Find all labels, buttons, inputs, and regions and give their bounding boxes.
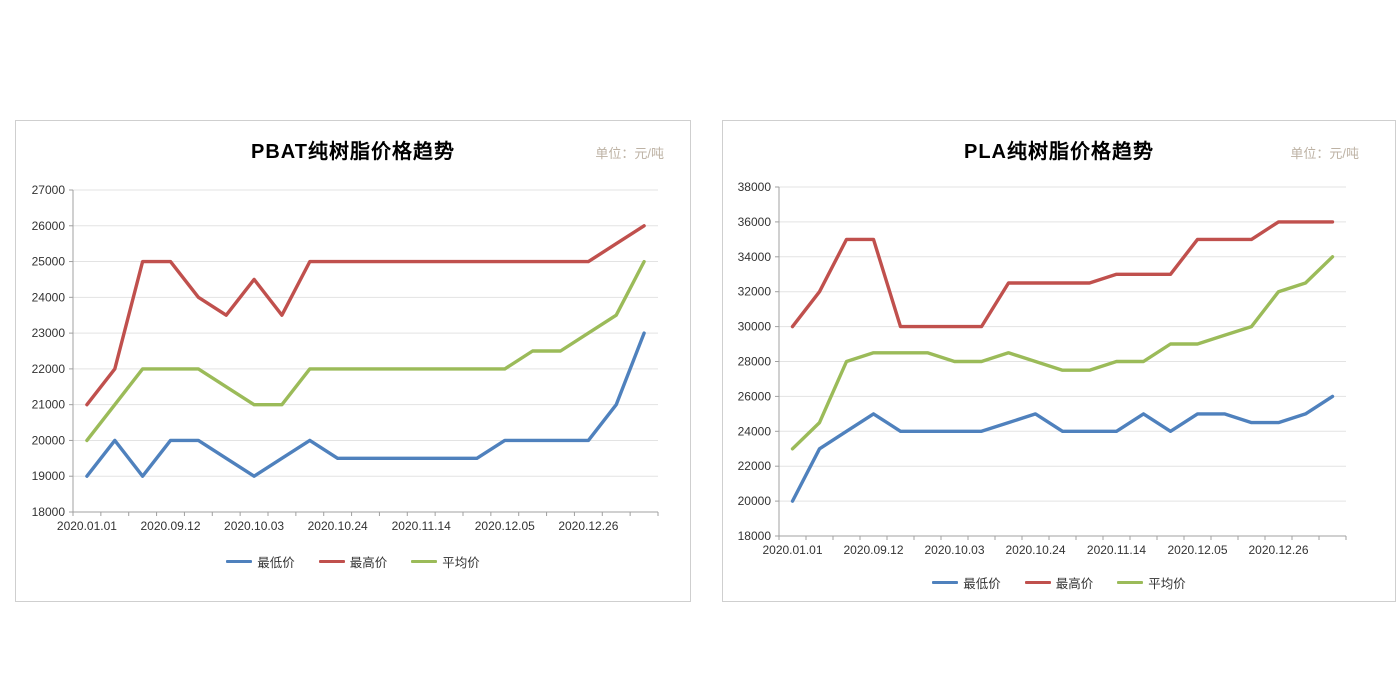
y-tick-label: 19000 bbox=[32, 469, 66, 483]
y-tick-label: 26000 bbox=[32, 219, 66, 233]
y-tick-label: 22000 bbox=[32, 362, 66, 376]
legend-label: 最高价 bbox=[1055, 577, 1094, 591]
y-tick-label: 28000 bbox=[738, 355, 772, 369]
legend-item: 平均价 bbox=[411, 552, 480, 571]
legend-item: 平均价 bbox=[1117, 573, 1186, 592]
legend-marker bbox=[1024, 580, 1051, 585]
legend-item: 最高价 bbox=[1024, 573, 1094, 592]
axes bbox=[775, 186, 1347, 540]
x-tick-label: 2020.10.24 bbox=[1005, 543, 1065, 557]
y-tick-label: 18000 bbox=[738, 529, 772, 543]
legend-label: 最低价 bbox=[963, 577, 1001, 591]
legend-item: 最低价 bbox=[226, 552, 295, 571]
y-tick-label: 26000 bbox=[738, 389, 772, 403]
y-tick-label: 24000 bbox=[32, 290, 66, 304]
y-tick-label: 30000 bbox=[738, 320, 772, 334]
chart-legend-pla: 最低价 最高价 平均价 bbox=[723, 573, 1395, 592]
x-tick-label: 2020.11.14 bbox=[392, 519, 451, 533]
y-tick-label: 20000 bbox=[32, 433, 66, 447]
legend-label: 最高价 bbox=[349, 556, 388, 570]
y-tick-label: 21000 bbox=[32, 398, 66, 412]
series-line-1 bbox=[85, 224, 646, 407]
line-chart-pbat: 18000 19000 20000 21000 22000 23000 24000 25000… bbox=[32, 183, 659, 533]
x-tick-label: 2020.12.05 bbox=[475, 519, 535, 533]
chart-legend-pbat: 最低价 最高价 平均价 bbox=[16, 552, 690, 571]
x-tick-label: 2020.12.26 bbox=[558, 519, 618, 533]
y-tick-label: 24000 bbox=[738, 424, 772, 438]
axis-labels: 18000 19000 20000 21000 22000 23000 24000 25000… bbox=[32, 183, 619, 533]
x-tick-label: 2020.01.01 bbox=[57, 519, 117, 533]
legend-label: 平均价 bbox=[442, 556, 480, 570]
chart-title-pla: PLA纯树脂价格趋势 bbox=[964, 141, 1154, 163]
axis-labels: 18000 20000 22000 24000 26000 28000 30000 32000… bbox=[738, 180, 1309, 557]
y-tick-label: 27000 bbox=[32, 183, 66, 197]
legend-marker bbox=[318, 559, 345, 564]
x-tick-label: 2020.09.12 bbox=[843, 543, 903, 557]
x-tick-label: 2020.10.03 bbox=[924, 543, 984, 557]
legend-marker bbox=[226, 559, 253, 564]
chart-panel-pla: PLA纯树脂价格趋势 单位：元/吨 18000 20000 22000 24000 26… bbox=[722, 120, 1396, 602]
series-line-1 bbox=[790, 220, 1335, 329]
gridlines bbox=[73, 189, 658, 477]
y-tick-label: 25000 bbox=[32, 255, 66, 269]
axes bbox=[69, 189, 659, 516]
y-tick-label: 32000 bbox=[738, 285, 772, 299]
x-tick-label: 2020.11.14 bbox=[1087, 543, 1146, 557]
x-tick-label: 2020.12.26 bbox=[1248, 543, 1308, 557]
y-tick-label: 22000 bbox=[738, 459, 772, 473]
series-line-0 bbox=[790, 394, 1335, 503]
gridlines bbox=[779, 186, 1346, 502]
unit-label: 单位：元/吨 bbox=[595, 146, 664, 161]
line-chart-pla: 18000 20000 22000 24000 26000 28000 30000 32000… bbox=[738, 180, 1347, 557]
x-tick-label: 2020.10.24 bbox=[308, 519, 368, 533]
legend-marker bbox=[411, 559, 438, 564]
unit-label: 单位：元/吨 bbox=[1290, 146, 1359, 161]
y-tick-label: 36000 bbox=[738, 215, 772, 229]
chart-title-pbat: PBAT纯树脂价格趋势 bbox=[251, 141, 455, 163]
series-line-0 bbox=[85, 331, 646, 478]
legend-marker bbox=[1117, 580, 1144, 585]
y-tick-label: 38000 bbox=[738, 180, 772, 194]
x-tick-label: 2020.01.01 bbox=[762, 543, 822, 557]
y-tick-label: 20000 bbox=[738, 494, 772, 508]
y-tick-label: 18000 bbox=[32, 505, 66, 519]
chart-panel-pbat: PBAT纯树脂价格趋势 单位：元/吨 18000 19000 20000 21000 2… bbox=[15, 120, 691, 602]
legend-item: 最高价 bbox=[318, 552, 388, 571]
series-line-2 bbox=[85, 259, 646, 443]
legend-item: 最低价 bbox=[932, 573, 1001, 592]
legend-label: 最低价 bbox=[257, 556, 295, 570]
legend-label: 平均价 bbox=[1148, 577, 1186, 591]
series-line-2 bbox=[790, 255, 1335, 451]
y-tick-label: 23000 bbox=[32, 326, 66, 340]
legend-marker bbox=[932, 580, 959, 585]
x-tick-label: 2020.10.03 bbox=[224, 519, 284, 533]
y-tick-label: 34000 bbox=[738, 250, 772, 264]
x-tick-label: 2020.12.05 bbox=[1167, 543, 1227, 557]
x-tick-label: 2020.09.12 bbox=[140, 519, 200, 533]
